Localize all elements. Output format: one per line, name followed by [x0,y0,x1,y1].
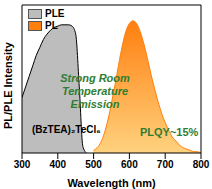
svg-text:800: 800 [193,159,204,170]
svg-text:500: 500 [85,159,102,170]
html-text:(BzTEA)₂TeCl₆: (BzTEA)₂TeCl₆ [32,124,101,135]
svg-text:700: 700 [157,159,174,170]
svg-text:300: 300 [14,159,31,170]
svg-text:Wavelength (nm): Wavelength (nm) [67,177,156,189]
html-text:Strong Room Temperature Emissi: Strong Room Temperature Emission [60,72,130,110]
html-text:PL: PL [45,20,58,31]
svg-text:400: 400 [49,159,66,170]
html-text:PLE: PLE [45,8,65,19]
svg-text:600: 600 [121,159,138,170]
svg-text:PL/PLE Intensity: PL/PLE Intensity [8,41,14,129]
html-text:PLQY~15%: PLQY~15% [140,126,199,138]
